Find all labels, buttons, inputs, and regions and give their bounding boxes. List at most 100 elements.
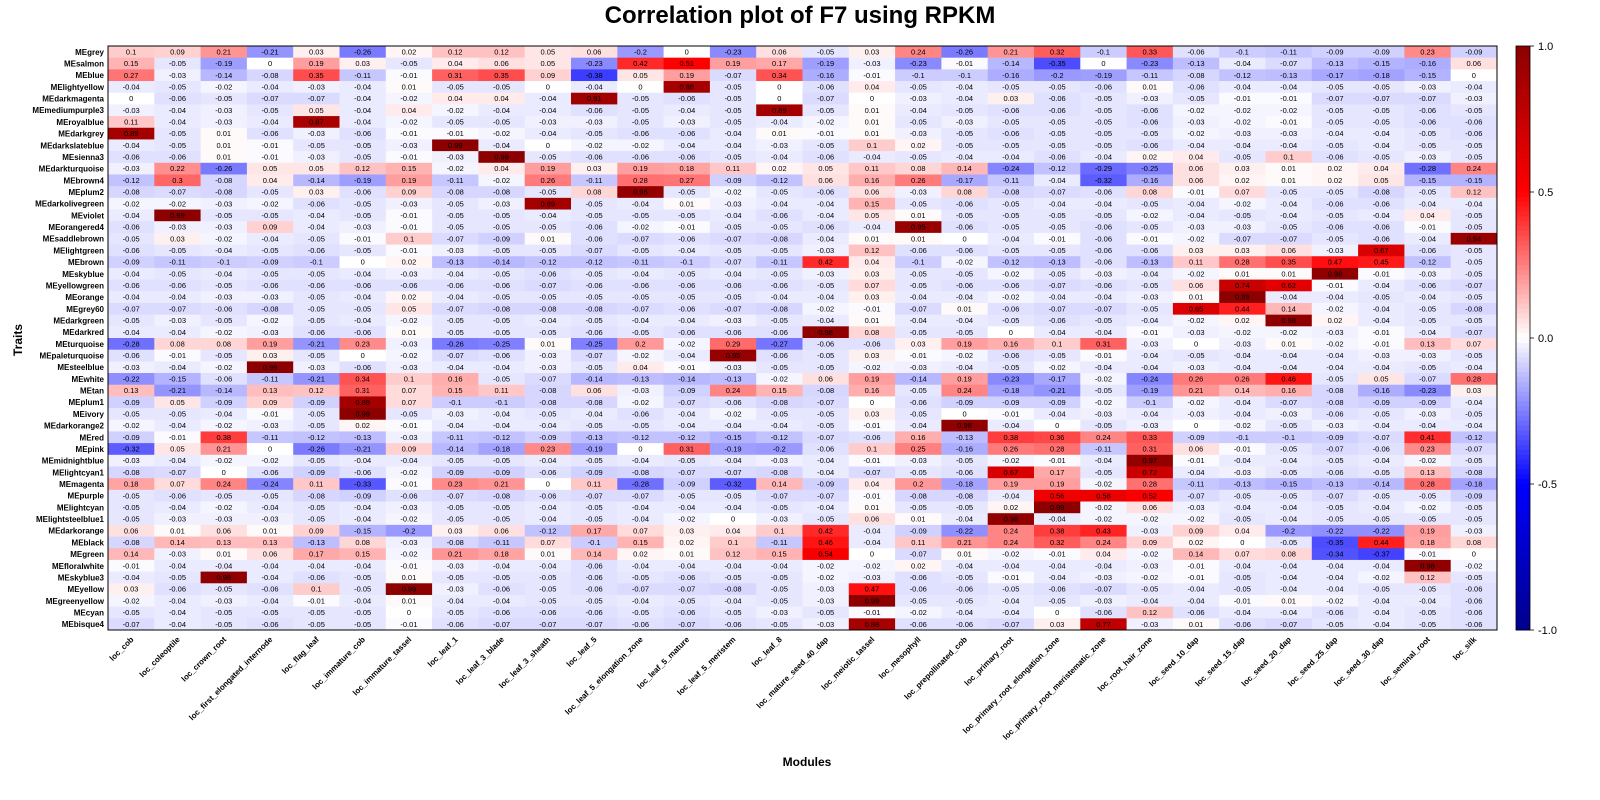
heatmap-cell: [1450, 559, 1498, 572]
heatmap-cell: [756, 291, 803, 304]
heatmap-cell-value: -0.02: [493, 129, 510, 138]
heatmap-cell: [663, 81, 711, 94]
heatmap-cell-value: 0.46: [1281, 374, 1296, 383]
colorbar-segment: [1516, 484, 1530, 490]
heatmap-cell-value: -0.02: [1095, 398, 1112, 407]
heatmap-cell: [246, 256, 294, 269]
heatmap-cell: [1126, 408, 1174, 421]
heatmap-cell-value: 0.11: [911, 538, 925, 547]
heatmap-cell: [571, 431, 618, 444]
heatmap-cell-value: 0.27: [679, 176, 694, 185]
heatmap-cell-value: -0.16: [1419, 59, 1436, 68]
heatmap-cell-value: -0.03: [447, 153, 464, 162]
heatmap-cell: [385, 291, 433, 304]
heatmap-cell: [941, 583, 989, 596]
heatmap-cell: [1404, 139, 1452, 152]
heatmap-cell: [385, 349, 433, 362]
heatmap-cell-value: -0.03: [771, 141, 788, 150]
heatmap-cell-value: -0.06: [956, 468, 973, 477]
heatmap-cell: [1080, 431, 1127, 444]
heatmap-cell: [709, 408, 757, 421]
heatmap-cell-value: -0.06: [1049, 316, 1066, 325]
heatmap-cell: [1311, 302, 1359, 316]
heatmap-cell: [756, 197, 803, 210]
heatmap-cell-value: -0.06: [632, 129, 649, 138]
heatmap-cell: [200, 583, 248, 596]
heatmap-cell: [756, 524, 803, 537]
heatmap-cell: [478, 408, 526, 421]
heatmap-cell: [108, 419, 155, 432]
heatmap-cell: [848, 443, 896, 456]
heatmap-cell-value: -0.04: [261, 561, 278, 570]
heatmap-cell: [663, 361, 711, 374]
heatmap-cell: [246, 466, 294, 479]
heatmap-cell: [1265, 373, 1313, 386]
colorbar-segment: [1516, 65, 1530, 71]
heatmap-cell: [1219, 221, 1266, 234]
heatmap-cell-value: -0.04: [1465, 363, 1482, 372]
heatmap-cell: [617, 419, 664, 432]
heatmap-cell: [1034, 256, 1081, 269]
heatmap-cell-value: -0.04: [169, 118, 186, 127]
heatmap-cell-value: 0.99: [494, 153, 509, 162]
heatmap-cell: [1034, 162, 1081, 175]
heatmap-cell: [848, 232, 896, 245]
colorbar-segment: [1516, 265, 1530, 271]
heatmap-cell-value: -0.04: [1002, 153, 1019, 162]
heatmap-cell: [663, 513, 711, 526]
heatmap-cell-value: -0.04: [447, 421, 464, 430]
heatmap-cell-value: 0: [1055, 608, 1059, 617]
heatmap-cell-value: -0.21: [354, 445, 371, 454]
heatmap-cell: [1172, 513, 1220, 526]
heatmap-cell: [1450, 104, 1498, 117]
heatmap-cell: [1172, 314, 1220, 327]
heatmap-cell: [941, 267, 989, 280]
heatmap-cell-value: 0.15: [865, 199, 880, 208]
heatmap-cell-value: -0.05: [354, 620, 371, 629]
heatmap-cell-value: -0.04: [1234, 503, 1251, 512]
heatmap-cell: [108, 583, 155, 596]
heatmap-cell: [571, 548, 618, 561]
heatmap-cell-value: -0.07: [1234, 234, 1251, 243]
heatmap-cell: [1358, 291, 1405, 304]
heatmap-cell-value: -0.03: [1234, 339, 1251, 348]
heatmap-cell: [571, 151, 618, 164]
heatmap-cell: [1358, 548, 1405, 561]
heatmap-cell-value: -0.07: [724, 258, 741, 267]
heatmap-cell: [478, 116, 526, 129]
heatmap-cell-value: -0.06: [586, 234, 603, 243]
heatmap-cell-value: -0.08: [447, 538, 464, 547]
heatmap-cell-value: -0.15: [169, 374, 186, 383]
heatmap-cell: [663, 116, 711, 129]
heatmap-cell-value: -0.05: [1373, 82, 1390, 91]
heatmap-cell-value: -0.05: [1419, 515, 1436, 524]
heatmap-cell-value: -0.09: [1373, 47, 1390, 56]
heatmap-cell: [432, 583, 479, 596]
heatmap-cell-value: -0.08: [308, 491, 325, 500]
heatmap-cell-value: -0.04: [1234, 82, 1251, 91]
heatmap-cell-value: -0.03: [447, 585, 464, 594]
heatmap-cell-value: -0.02: [215, 503, 232, 512]
heatmap-cell-value: -0.07: [1373, 94, 1390, 103]
heatmap-cell-value: -0.01: [863, 71, 880, 80]
heatmap-cell: [1126, 104, 1174, 117]
heatmap-cell: [1080, 466, 1127, 479]
colorbar-segment: [1516, 143, 1530, 149]
heatmap-cell: [1265, 361, 1313, 374]
heatmap-cell: [108, 314, 155, 327]
heatmap-cell: [1034, 116, 1081, 129]
heatmap-cell: [1126, 606, 1174, 619]
heatmap-cell: [154, 396, 201, 409]
heatmap-cell: [339, 209, 387, 222]
heatmap-cell: [1034, 139, 1081, 152]
heatmap-cell-value: 0.1: [126, 47, 136, 56]
heatmap-cell-value: -0.06: [1141, 106, 1158, 115]
heatmap-cell-value: -0.04: [539, 515, 556, 524]
row-label: MEorangered4: [48, 223, 104, 232]
heatmap-cell: [1265, 594, 1313, 608]
heatmap-cell: [709, 221, 757, 234]
heatmap-cell: [1311, 46, 1359, 59]
heatmap-cell-value: -0.06: [169, 491, 186, 500]
heatmap-cell-value: 0.28: [1420, 480, 1435, 489]
heatmap-cell-value: 0.07: [170, 480, 185, 489]
